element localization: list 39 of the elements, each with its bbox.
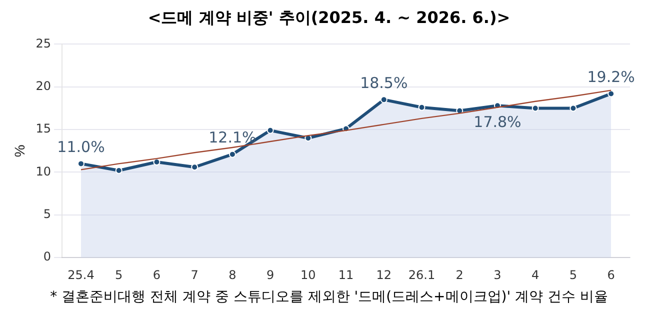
point xyxy=(418,104,426,111)
data-label: 19.2% xyxy=(587,68,635,86)
x-tick-label: 6 xyxy=(152,268,161,282)
x-tick-label: 5 xyxy=(569,268,578,282)
x-tick-label: 4 xyxy=(532,268,540,282)
text: * 결혼준비대행 전체 계약 중 스튜디오를 제외한 '드메(드레스+메이크업)' 계약 건수 비율 xyxy=(49,288,609,306)
x-tick-label: 25.4 xyxy=(68,268,94,282)
point xyxy=(115,167,122,174)
x-tick-label: 11 xyxy=(338,268,354,282)
x-tick-label: 5 xyxy=(115,268,123,282)
data-label: 18.5% xyxy=(360,74,408,92)
x-tick-label: 9 xyxy=(266,268,274,282)
point xyxy=(608,90,615,98)
point xyxy=(191,164,198,171)
x-tick-label: 6 xyxy=(607,268,615,282)
data-label: 11.0% xyxy=(57,138,105,156)
data-label: 12.1% xyxy=(208,128,256,147)
point xyxy=(78,160,84,168)
y-axis-title: % xyxy=(11,144,28,158)
y-tick-label: 10 xyxy=(36,164,52,178)
x-tick-label: 3 xyxy=(494,268,502,282)
y-tick-label: 5 xyxy=(43,207,52,222)
point xyxy=(228,150,236,158)
x-tick-label: 12 xyxy=(376,268,392,282)
x-tick-label: 10 xyxy=(300,268,316,282)
chart-title: <드메 계약 비중' 추이(2025. 4. ~ 2026. 6.)> xyxy=(146,8,512,29)
point xyxy=(380,96,388,104)
point xyxy=(532,104,539,112)
x-tick-label: 8 xyxy=(228,268,236,282)
y-tick-label: 0 xyxy=(43,250,52,264)
y-tick-label: 15 xyxy=(36,122,52,136)
point xyxy=(266,126,274,134)
y-tick-label: 20 xyxy=(36,79,52,94)
data-label: 17.8% xyxy=(474,113,522,132)
x-tick-label: 26.1 xyxy=(408,268,436,282)
point xyxy=(570,104,577,112)
x-tick-label: 2 xyxy=(456,268,464,282)
y-tick-label: 25 xyxy=(36,36,52,50)
x-tick-label: 7 xyxy=(190,268,198,282)
